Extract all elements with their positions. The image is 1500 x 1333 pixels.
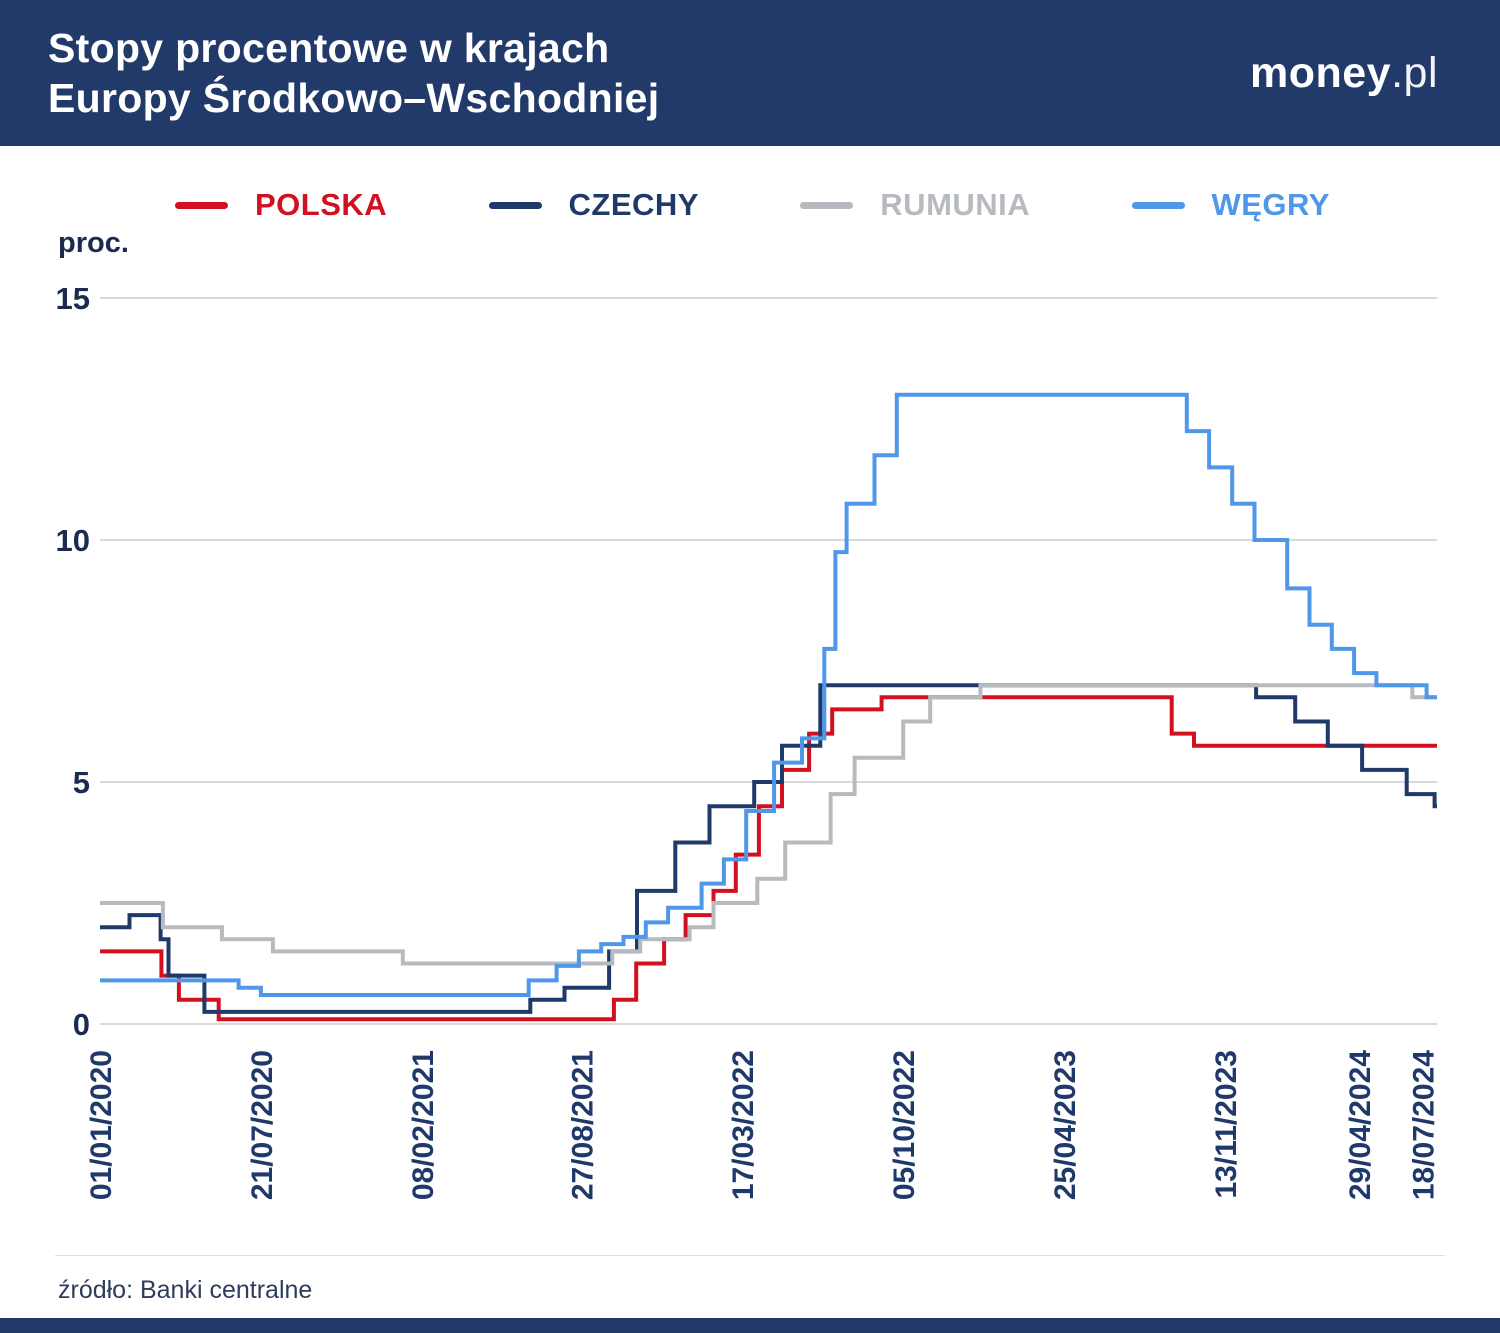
y-tick-label-10: 10 xyxy=(56,523,90,558)
legend-swatch-rumunia xyxy=(800,201,854,209)
title-line-1: Stopy procentowe w krajach xyxy=(48,24,610,71)
footer-divider xyxy=(55,1255,1445,1256)
y-tick-label-5: 5 xyxy=(73,765,90,800)
x-tick-label: 17/03/2022 xyxy=(727,1050,760,1200)
logo-pl-text: .pl xyxy=(1391,48,1438,97)
legend-label-polska: POLSKA xyxy=(255,187,388,222)
x-tick-label: 21/07/2020 xyxy=(246,1050,279,1200)
page-title: Stopy procentowe w krajach Europy Środko… xyxy=(48,23,659,123)
series-line-wegry xyxy=(100,392,1437,997)
y-axis-unit-label: proc. xyxy=(58,227,129,259)
x-tick-label: 08/02/2021 xyxy=(407,1050,440,1200)
moneypl-logo: money.pl xyxy=(1250,49,1438,98)
series-line-polska xyxy=(100,695,1437,1022)
title-line-2: Europy Środkowo–Wschodniej xyxy=(48,75,660,121)
legend-swatch-polska xyxy=(175,201,228,209)
legend-swatch-wegry xyxy=(1131,201,1185,209)
legend-item-wegry: WĘGRY xyxy=(1131,187,1330,223)
x-tick-label: 18/07/2024 xyxy=(1408,1050,1441,1200)
x-tick-label: 01/01/2020 xyxy=(85,1050,118,1200)
legend-swatch-czechy xyxy=(488,201,542,209)
legend-label-czechy: CZECHY xyxy=(568,187,699,222)
header: Stopy procentowe w krajach Europy Środko… xyxy=(0,0,1500,146)
legend: POLSKA CZECHY RUMUNIA WĘGRY xyxy=(175,184,1330,226)
series-line-czechy xyxy=(100,683,1437,1014)
legend-item-rumunia: RUMUNIA xyxy=(800,187,1030,223)
legend-label-rumunia: RUMUNIA xyxy=(880,187,1031,222)
legend-label-wegry: WĘGRY xyxy=(1211,187,1330,222)
x-tick-label: 25/04/2023 xyxy=(1049,1050,1082,1200)
x-tick-label: 27/08/2021 xyxy=(566,1050,599,1200)
bottom-accent-bar xyxy=(0,1318,1500,1333)
x-tick-label: 29/04/2024 xyxy=(1344,1050,1377,1200)
logo-money-text: money xyxy=(1249,48,1392,97)
series-line-rumunia xyxy=(100,683,1437,966)
legend-item-czechy: CZECHY xyxy=(488,187,699,223)
legend-item-polska: POLSKA xyxy=(175,187,387,223)
x-tick-label: 13/11/2023 xyxy=(1210,1050,1243,1199)
y-tick-label-15: 15 xyxy=(56,281,90,316)
y-tick-label-0: 0 xyxy=(73,1007,90,1042)
x-tick-label: 05/10/2022 xyxy=(888,1050,921,1200)
source-note: źródło: Banki centralne xyxy=(58,1276,313,1304)
